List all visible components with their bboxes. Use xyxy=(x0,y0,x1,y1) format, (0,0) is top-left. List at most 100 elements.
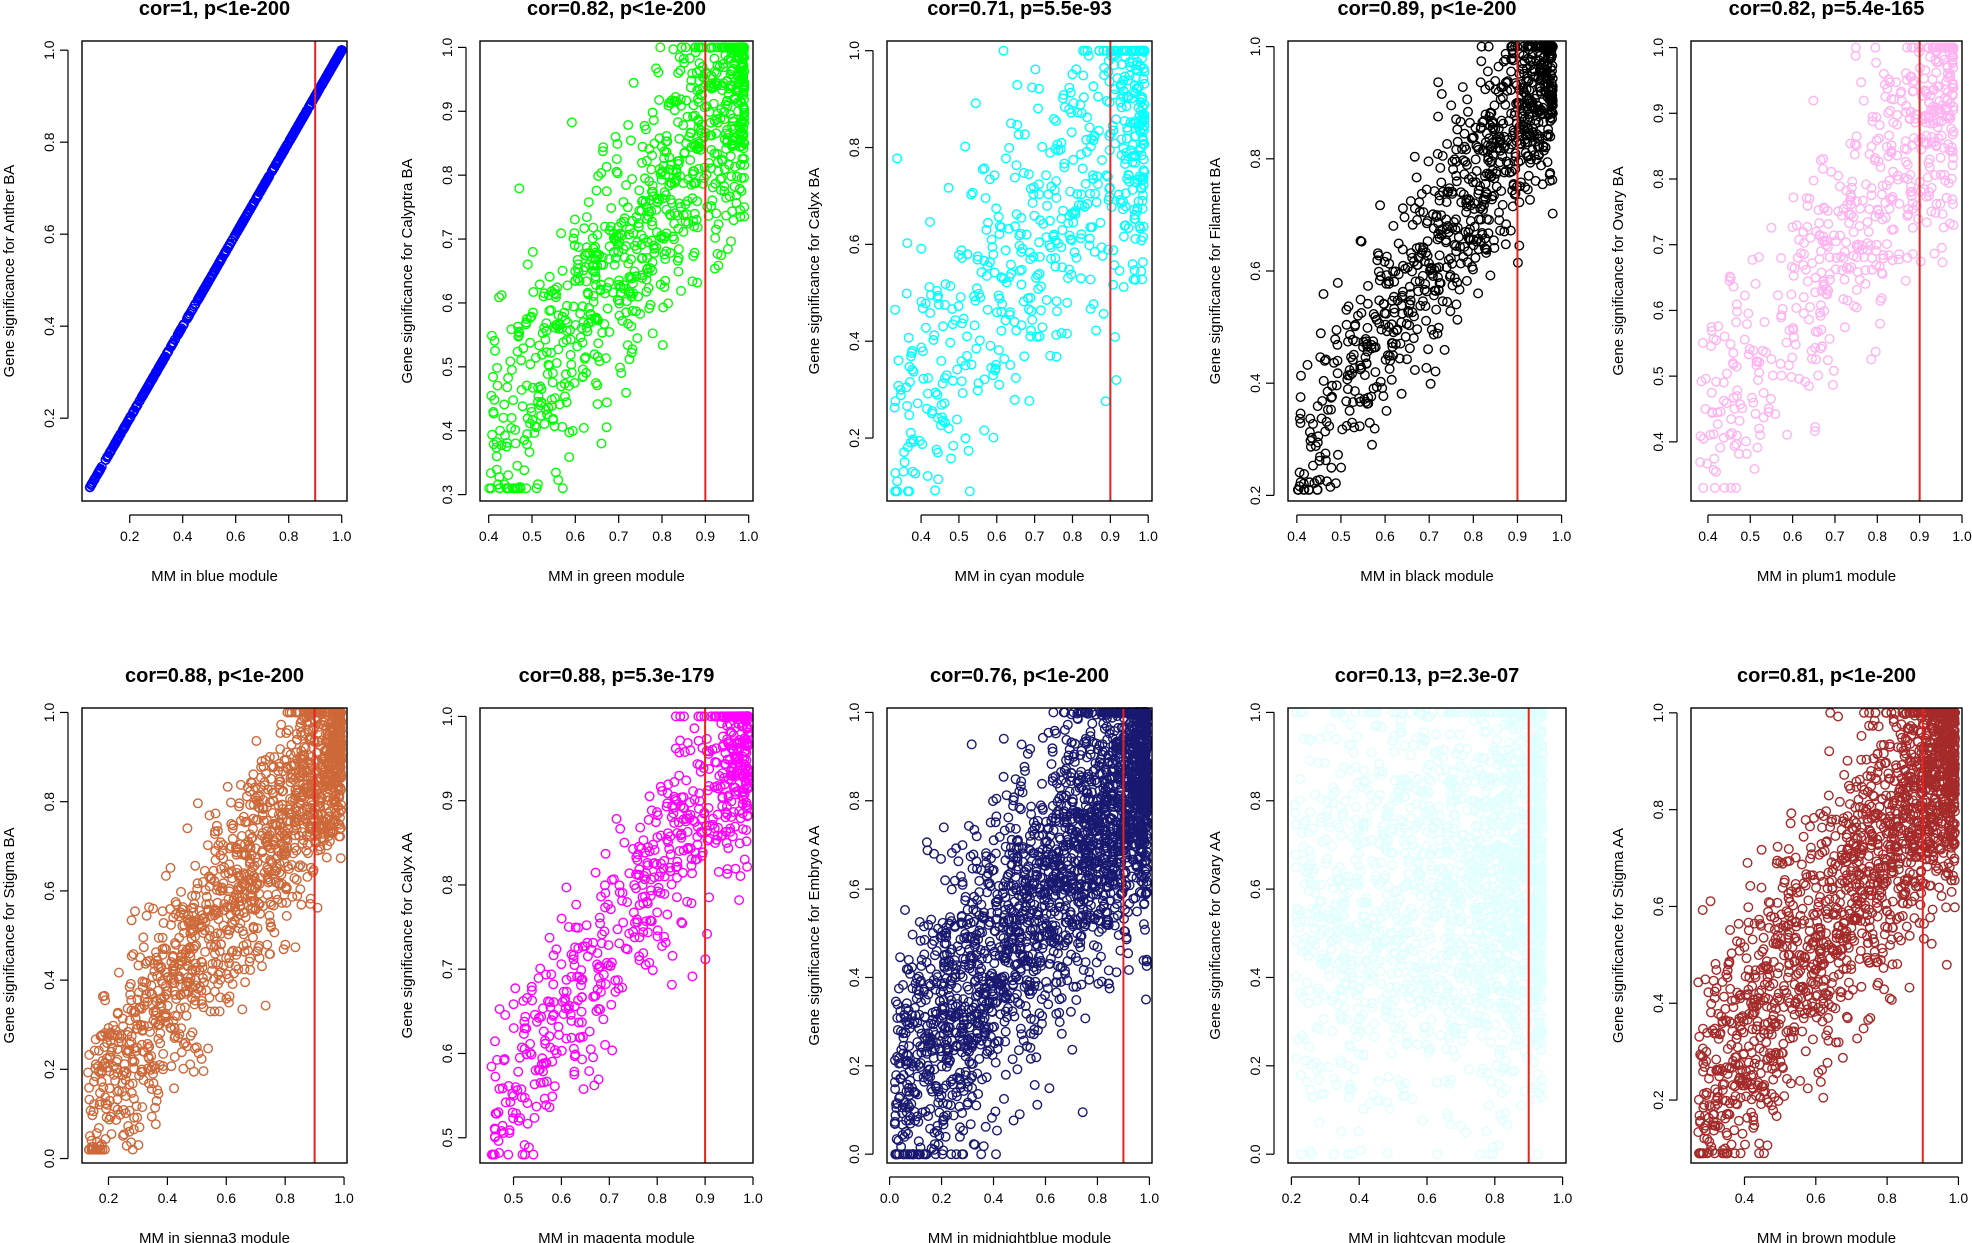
data-point xyxy=(178,1063,189,1074)
data-point xyxy=(1749,464,1760,475)
data-point xyxy=(1719,331,1730,342)
data-point xyxy=(1850,42,1861,53)
data-point xyxy=(673,67,684,78)
data-point xyxy=(1001,153,1012,164)
data-point xyxy=(1332,368,1343,379)
data-point xyxy=(1817,163,1828,174)
data-point xyxy=(1307,460,1318,471)
data-point xyxy=(1462,94,1473,105)
data-point xyxy=(166,1061,177,1072)
x-tick-label: 1.0 xyxy=(1952,528,1972,544)
data-point xyxy=(1721,368,1732,379)
data-point xyxy=(1421,362,1432,373)
data-point xyxy=(1030,64,1041,75)
data-point xyxy=(1366,439,1377,450)
data-point xyxy=(1137,257,1148,268)
data-point xyxy=(1034,189,1045,200)
data-point xyxy=(491,451,502,462)
data-point xyxy=(1064,82,1075,93)
data-point xyxy=(709,53,720,64)
data-point xyxy=(591,185,602,196)
data-point xyxy=(902,400,913,411)
data-point xyxy=(506,412,517,423)
panel-title: cor=0.88, p<1e-200 xyxy=(125,665,304,687)
data-point xyxy=(1500,239,1511,250)
data-point xyxy=(933,474,944,485)
data-point xyxy=(1332,449,1343,460)
data-point xyxy=(1114,265,1125,276)
data-point xyxy=(281,910,292,921)
data-point xyxy=(1010,372,1021,383)
data-point xyxy=(1878,68,1889,79)
data-point xyxy=(962,331,973,342)
data-point xyxy=(236,831,247,842)
data-point xyxy=(655,42,666,53)
data-point xyxy=(566,117,577,128)
data-point xyxy=(202,840,213,851)
data-point xyxy=(1752,442,1763,453)
data-point xyxy=(1470,154,1481,165)
data-point xyxy=(960,433,971,444)
x-tick-label: 0.9 xyxy=(1508,528,1528,544)
data-point xyxy=(1295,392,1306,403)
x-axis-label: MM in blue module xyxy=(151,568,278,585)
data-point xyxy=(963,445,974,456)
data-point xyxy=(1741,319,1752,330)
data-point xyxy=(517,401,528,412)
data-point xyxy=(1423,344,1434,355)
data-point xyxy=(560,369,571,380)
data-point xyxy=(1473,288,1484,299)
data-point xyxy=(946,453,957,464)
data-point xyxy=(889,402,900,413)
data-point xyxy=(1058,205,1069,216)
data-point xyxy=(502,382,513,393)
data-point xyxy=(1775,358,1786,369)
data-point xyxy=(1776,253,1787,264)
data-point xyxy=(1921,217,1932,228)
y-axis-label: Gene significance for Ovary BA xyxy=(1610,166,1627,375)
y-tick-label: 1.0 xyxy=(1650,38,1666,58)
data-point xyxy=(996,325,1007,336)
x-tick-label: 0.5 xyxy=(949,528,969,544)
data-point xyxy=(211,820,222,831)
data-point xyxy=(592,399,603,410)
data-point xyxy=(1729,440,1740,451)
data-point xyxy=(1116,134,1127,145)
data-point xyxy=(128,407,139,418)
data-point xyxy=(138,932,149,943)
panel-title: cor=0.82, p<1e-200 xyxy=(527,0,706,20)
data-point xyxy=(303,848,314,859)
data-point xyxy=(559,391,570,402)
data-point xyxy=(1331,325,1342,336)
data-point xyxy=(1432,148,1443,159)
data-point xyxy=(1711,335,1722,346)
data-point xyxy=(673,266,684,277)
data-point xyxy=(1437,150,1448,161)
data-point xyxy=(1009,172,1020,183)
y-axis-label: Gene significance for Anther BA xyxy=(1,165,18,378)
data-point xyxy=(1093,91,1104,102)
x-tick-label: 1.0 xyxy=(1552,528,1572,544)
data-point xyxy=(534,340,545,351)
data-point xyxy=(291,874,302,885)
data-point xyxy=(565,349,576,360)
data-point xyxy=(1009,394,1020,405)
data-point xyxy=(955,292,966,303)
data-point xyxy=(519,465,530,476)
data-point xyxy=(901,288,912,299)
y-tick-label: 0.2 xyxy=(846,428,862,448)
data-point xyxy=(1828,365,1839,376)
data-point xyxy=(257,961,268,972)
data-point xyxy=(1759,317,1770,328)
data-point xyxy=(1913,213,1924,224)
data-point xyxy=(1881,239,1892,250)
data-point xyxy=(1378,391,1389,402)
data-point xyxy=(601,397,612,408)
data-point xyxy=(925,216,936,227)
y-tick-label: 0.8 xyxy=(41,132,57,152)
data-point xyxy=(547,368,558,379)
data-point xyxy=(1788,192,1799,203)
data-point xyxy=(727,206,738,217)
data-point xyxy=(583,197,594,208)
